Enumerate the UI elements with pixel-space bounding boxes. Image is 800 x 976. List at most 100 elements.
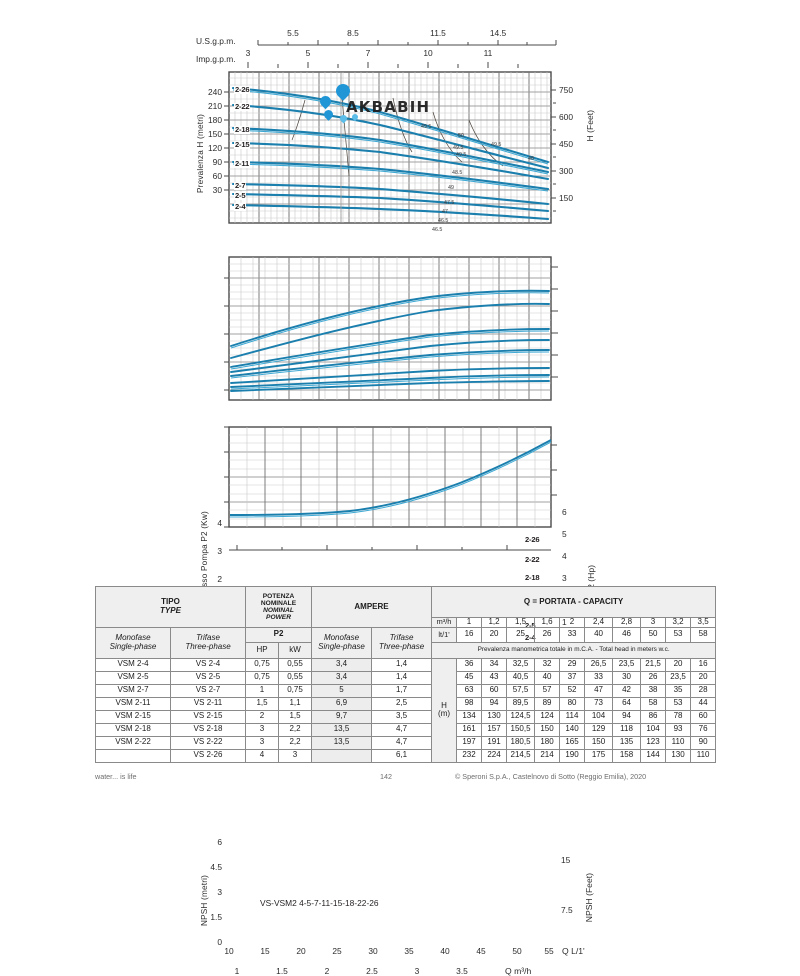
us-gpm-scale-label: U.S.g.p.m.	[196, 36, 236, 46]
head-cell: 104	[584, 709, 614, 724]
head-cell: 124,5	[506, 709, 536, 724]
head-cell: 78	[665, 709, 692, 724]
head-cell: 64	[612, 696, 642, 711]
ampere-single: 13,5	[311, 735, 373, 750]
head-cell: 40,5	[506, 670, 536, 685]
head-curve-label: 2-11	[234, 159, 250, 168]
head-cell: 93	[665, 722, 692, 737]
head-cell: 130	[481, 709, 508, 724]
capacity-lt-cell: 26	[534, 626, 561, 643]
capacity-m3h-cell: 3,2	[665, 617, 692, 628]
header-capacity-label: Q = PORTATA - CAPACITY	[523, 596, 624, 606]
npsh-feet-axis-label: NPSH (Feet)	[584, 873, 594, 923]
model-three: VS 2-15	[170, 709, 246, 724]
table-row: VSM 2-18 VS 2-18 3 2,2 13,5 4,7 161 157 …	[95, 722, 717, 737]
efficiency-label: 49.5	[491, 142, 502, 148]
head-curve-label: 2-5	[234, 191, 247, 200]
head-cell: 134	[456, 709, 483, 724]
efficiency-label: 47	[442, 209, 448, 215]
npsh-x-unit-label: Q L/1'	[562, 946, 585, 956]
head-cell: 158	[612, 748, 642, 763]
ampere-three: 1,4	[371, 670, 433, 685]
efficiency-label: 48.5	[452, 170, 463, 176]
npsh-y-tick: 4.5	[210, 862, 222, 872]
efficiency-label: 49.5	[421, 124, 432, 130]
table-row: VS 2-26 4 3 6,1 232 224 214,5 214 190 17…	[95, 748, 717, 763]
head-cell: 110	[690, 748, 717, 763]
head-cell: 123	[640, 735, 667, 750]
efficiency-label: 46.5	[438, 218, 449, 224]
efficiency-label: 50	[458, 133, 464, 139]
head-cell: 47	[584, 683, 614, 698]
imp-gpm-tick: 11	[483, 48, 493, 58]
capacity-m3h-cell: 1,2	[481, 617, 508, 628]
power-hp: 1,5	[245, 696, 279, 711]
head-feet-tick: 300	[559, 166, 573, 176]
header-power-l4: POWER	[266, 613, 291, 621]
head-chart: U.S.g.p.m. Imp.g.p.m.	[0, 0, 800, 245]
header-a-single-it: Monofase	[323, 633, 360, 642]
npsh-x2-tick: 1	[234, 966, 240, 976]
head-chart-canvas	[224, 40, 557, 224]
ampere-single: 3,4	[311, 657, 373, 672]
head-cell: 165	[559, 735, 586, 750]
head-cell: 53	[665, 696, 692, 711]
npsh-feet-tick: 15	[561, 855, 571, 865]
head-cell: 80	[559, 696, 586, 711]
power-hp: 2	[245, 709, 279, 724]
head-symbol: H (m)	[431, 657, 458, 763]
header-kw: kW	[277, 641, 313, 659]
power-curve-label: 2-26	[524, 535, 541, 544]
head-cell: 26	[640, 670, 667, 685]
efficiency-label: 49.5	[453, 145, 464, 151]
npsh-x-tick: 15	[260, 946, 270, 956]
head-y-tick: 120	[208, 143, 222, 153]
head-cell: 118	[612, 722, 642, 737]
unit-m3h-label: m³/h	[431, 617, 458, 628]
unit-lt-label: lt/1'	[431, 626, 458, 643]
capacity-m3h-cell: 2,4	[584, 617, 614, 628]
head-cell: 45	[456, 670, 483, 685]
npsh-x-tick: 30	[368, 946, 378, 956]
head-curve-label: 2-15	[234, 140, 251, 149]
header-nominal-power: POTENZA NOMINALE NOMINAL POWER	[244, 586, 313, 628]
head-cell: 23,5	[612, 657, 642, 672]
header-p2-label: P2	[273, 629, 284, 639]
head-cell: 232	[456, 748, 483, 763]
model-single: VSM 2-22	[95, 735, 171, 750]
power-hp: 0,75	[245, 657, 279, 672]
footer-copyright: © Speroni S.p.A., Castelnovo di Sotto (R…	[455, 772, 647, 781]
npsh-y-tick: 6	[217, 837, 222, 847]
ampere-three: 6,1	[371, 748, 433, 763]
npsh-y-tick: 3	[217, 887, 222, 897]
head-cell: 191	[481, 735, 508, 750]
model-three: VS 2-22	[170, 735, 246, 750]
efficiency-label: 49	[448, 185, 454, 191]
npsh-chart: NPSH (metri) 6 4.5 3 1.5 0 NPSH (Feet) 1…	[0, 415, 800, 976]
power-hp: 1	[245, 683, 279, 698]
head-cell: 58	[640, 696, 667, 711]
us-gpm-tick: 5.5	[287, 28, 299, 38]
head-cell: 180,5	[506, 735, 536, 750]
ampere-three: 4,7	[371, 722, 433, 737]
us-gpm-tick: 11.5	[430, 28, 446, 38]
head-cell: 32	[534, 657, 561, 672]
ampere-single: 13,5	[311, 722, 373, 737]
head-curve-label: 2-26	[234, 85, 251, 94]
npsh-x2-tick: 2	[324, 966, 330, 976]
head-cell: 190	[559, 748, 586, 763]
head-cell: 37	[559, 670, 586, 685]
head-cell: 224	[481, 748, 508, 763]
head-y-tick: 90	[212, 157, 222, 167]
npsh-x-tick: 45	[476, 946, 486, 956]
header-p2: P2	[244, 626, 313, 643]
imp-gpm-tick: 3	[245, 48, 251, 58]
npsh-x2-tick: 2.5	[366, 966, 378, 976]
head-feet-tick: 600	[559, 112, 573, 122]
imp-gpm-tick: 7	[365, 48, 371, 58]
capacity-lt-cell: 16	[456, 626, 483, 643]
head-cell: 214,5	[506, 748, 536, 763]
table-row: VSM 2-4 VS 2-4 0,75 0,55 3,4 1,4 H (m) 3…	[95, 657, 717, 763]
head-y-tick: 150	[208, 129, 222, 139]
